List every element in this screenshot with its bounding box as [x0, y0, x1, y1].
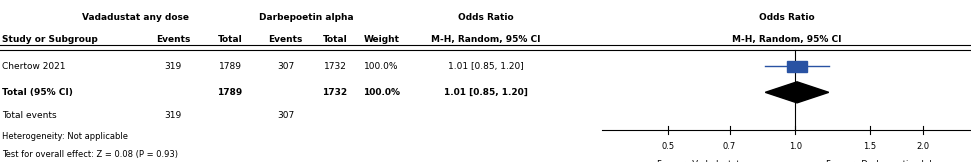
Text: 2.0: 2.0 [917, 142, 929, 151]
Polygon shape [765, 82, 828, 103]
Text: Heterogeneity: Not applicable: Heterogeneity: Not applicable [2, 132, 128, 141]
Text: Total (95% CI): Total (95% CI) [2, 88, 73, 97]
Text: 0.7: 0.7 [723, 142, 736, 151]
Text: 1789: 1789 [218, 62, 242, 71]
Text: Study or Subgroup: Study or Subgroup [2, 35, 98, 44]
Text: Weight: Weight [363, 35, 400, 44]
Text: 307: 307 [277, 62, 294, 71]
Text: Vadadustat any dose: Vadadustat any dose [83, 12, 189, 22]
Text: 319: 319 [164, 62, 182, 71]
Text: Chertow 2021: Chertow 2021 [2, 62, 65, 71]
Text: M-H, Random, 95% CI: M-H, Random, 95% CI [431, 35, 540, 44]
Text: 319: 319 [164, 110, 182, 120]
Text: 1789: 1789 [218, 88, 243, 97]
Text: 1732: 1732 [322, 88, 348, 97]
Text: Favours Vadadustat: Favours Vadadustat [657, 160, 740, 162]
Text: Odds Ratio: Odds Ratio [457, 12, 514, 22]
Text: Total: Total [322, 35, 348, 44]
Text: 100.0%: 100.0% [364, 62, 399, 71]
Bar [787, 61, 807, 72]
Text: 1732: 1732 [323, 62, 347, 71]
Text: 100.0%: 100.0% [363, 88, 400, 97]
Text: 1.01 [0.85, 1.20]: 1.01 [0.85, 1.20] [444, 88, 527, 97]
Text: Events: Events [155, 35, 190, 44]
Text: Events: Events [268, 35, 303, 44]
Text: 307: 307 [277, 110, 294, 120]
Text: Favours Darbepoetin alpha: Favours Darbepoetin alpha [826, 160, 940, 162]
Text: Total events: Total events [2, 110, 56, 120]
Text: Darbepoetin alpha: Darbepoetin alpha [258, 12, 353, 22]
Text: Test for overall effect: Z = 0.08 (P = 0.93): Test for overall effect: Z = 0.08 (P = 0… [2, 150, 178, 159]
Text: 0.5: 0.5 [661, 142, 674, 151]
Text: 1.5: 1.5 [863, 142, 877, 151]
Text: Total: Total [218, 35, 243, 44]
Text: 1.0: 1.0 [788, 142, 802, 151]
Text: Odds Ratio: Odds Ratio [758, 12, 815, 22]
Text: M-H, Random, 95% CI: M-H, Random, 95% CI [732, 35, 841, 44]
Text: 1.01 [0.85, 1.20]: 1.01 [0.85, 1.20] [448, 62, 523, 71]
